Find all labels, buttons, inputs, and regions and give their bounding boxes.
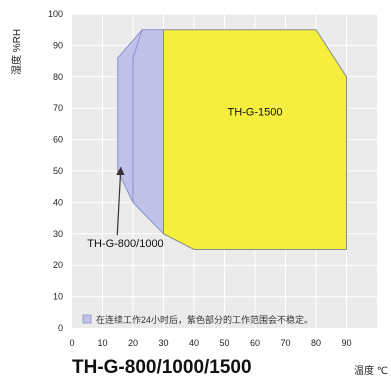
- region-label-th-g-1500: TH-G-1500: [227, 106, 282, 118]
- annotation-arrow: [116, 166, 125, 236]
- y-tick-label: 0: [58, 323, 63, 333]
- y-tick-label: 40: [53, 197, 63, 207]
- y-tick-label: 70: [53, 103, 63, 113]
- y-tick-labels: 0 10 20 30 40 50 60 70 80 90 100: [48, 9, 63, 333]
- y-tick-label: 50: [53, 166, 63, 176]
- region-th-g-1500: [163, 29, 347, 250]
- region-inner-edge: [132, 29, 143, 203]
- legend-swatch: [82, 314, 92, 324]
- y-tick-label: 10: [53, 292, 63, 302]
- legend-note: 在连续工作24小时后，紫色部分的工作范围会不稳定。: [96, 314, 313, 325]
- model-title: TH-G-800/1000/1500: [72, 357, 252, 378]
- x-tick-label: 20: [128, 338, 138, 348]
- y-tick-label: 60: [53, 135, 63, 145]
- y-tick-label: 30: [53, 229, 63, 239]
- x-axis-label: 温度 ℃: [354, 364, 388, 377]
- x-tick-label: 0: [69, 338, 74, 348]
- y-tick-label: 80: [53, 72, 63, 82]
- y-tick-label: 100: [48, 9, 63, 19]
- x-tick-label: 80: [311, 338, 321, 348]
- x-tick-label: 10: [97, 338, 107, 348]
- x-tick-label: 60: [250, 338, 260, 348]
- x-tick-label: 50: [219, 338, 229, 348]
- region-label-th-g-800-1000: TH-G-800/1000: [87, 238, 163, 250]
- y-tick-label: 90: [53, 40, 63, 50]
- x-tick-labels: 0 10 20 30 40 50 60 70 80 90: [69, 338, 351, 348]
- data-regions: [117, 29, 347, 250]
- x-tick-label: 70: [280, 338, 290, 348]
- x-tick-label: 90: [341, 338, 351, 348]
- x-tick-label: 30: [158, 338, 168, 348]
- y-axis-label: 湿度 %RH: [10, 29, 23, 75]
- x-tick-label: 40: [189, 338, 199, 348]
- y-tick-label: 20: [53, 260, 63, 270]
